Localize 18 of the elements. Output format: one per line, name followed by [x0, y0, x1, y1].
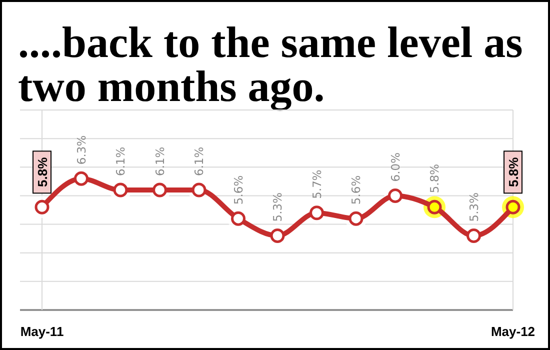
- data-label: 6.3%: [74, 135, 88, 165]
- x-tick-label: May-12: [490, 324, 536, 339]
- data-label: 6.1%: [114, 146, 128, 176]
- data-label: 5.7%: [310, 170, 324, 199]
- data-label: 5.8%: [428, 164, 442, 194]
- data-label: 5.8%: [35, 156, 50, 187]
- chart-title: ....back to the same level as two months ago.: [18, 18, 523, 111]
- x-tick-label: May-11: [20, 324, 64, 339]
- data-label: 6.1%: [152, 146, 167, 176]
- data-label: 5.3%: [466, 192, 481, 222]
- data-label: 5.6%: [231, 175, 246, 205]
- data-label: 5.8%: [506, 156, 521, 187]
- data-label: 5.6%: [349, 175, 363, 205]
- data-label: 6.0%: [388, 152, 402, 182]
- data-label: 5.3%: [270, 192, 284, 222]
- data-label: 6.1%: [192, 146, 206, 176]
- point: [502, 196, 524, 218]
- point: [424, 196, 446, 218]
